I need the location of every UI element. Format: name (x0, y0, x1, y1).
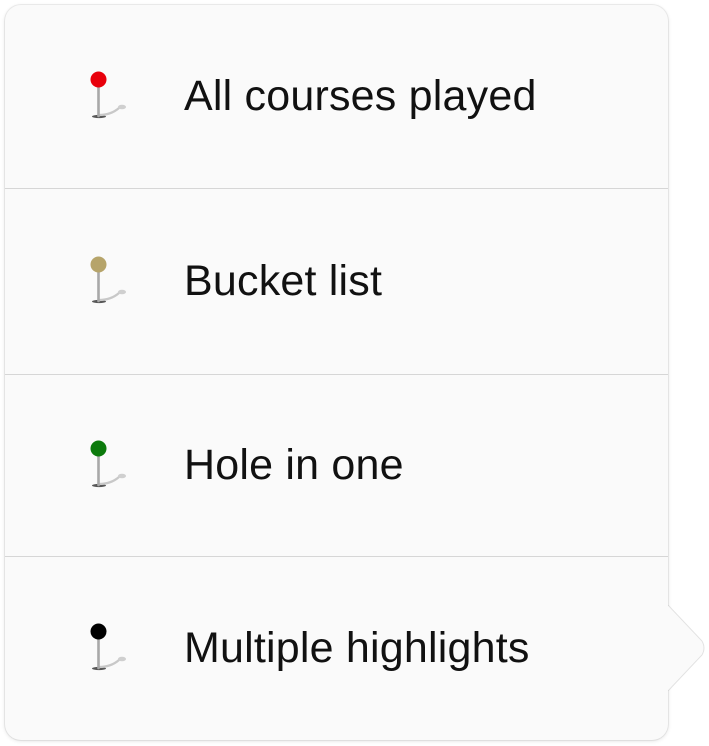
legend-item-all-courses-played[interactable]: All courses played (5, 5, 668, 189)
divider (5, 374, 668, 375)
green-pin-icon (90, 440, 126, 488)
legend-item-multiple-highlights[interactable]: Multiple highlights (5, 557, 668, 740)
legend-item-label: Hole in one (184, 441, 404, 489)
legend-item-bucket-list[interactable]: Bucket list (5, 189, 668, 375)
gold-pin-icon (90, 256, 126, 304)
popover-arrow (668, 605, 705, 691)
divider (5, 188, 668, 189)
legend-item-label: Bucket list (184, 257, 383, 305)
red-pin-icon (90, 71, 126, 119)
legend-item-label: All courses played (184, 72, 537, 120)
divider (5, 556, 668, 557)
legend-item-hole-in-one[interactable]: Hole in one (5, 375, 668, 557)
legend-item-label: Multiple highlights (184, 624, 530, 672)
legend-panel: All courses played Bucket list Hole in (5, 5, 668, 740)
black-pin-icon (90, 623, 126, 671)
